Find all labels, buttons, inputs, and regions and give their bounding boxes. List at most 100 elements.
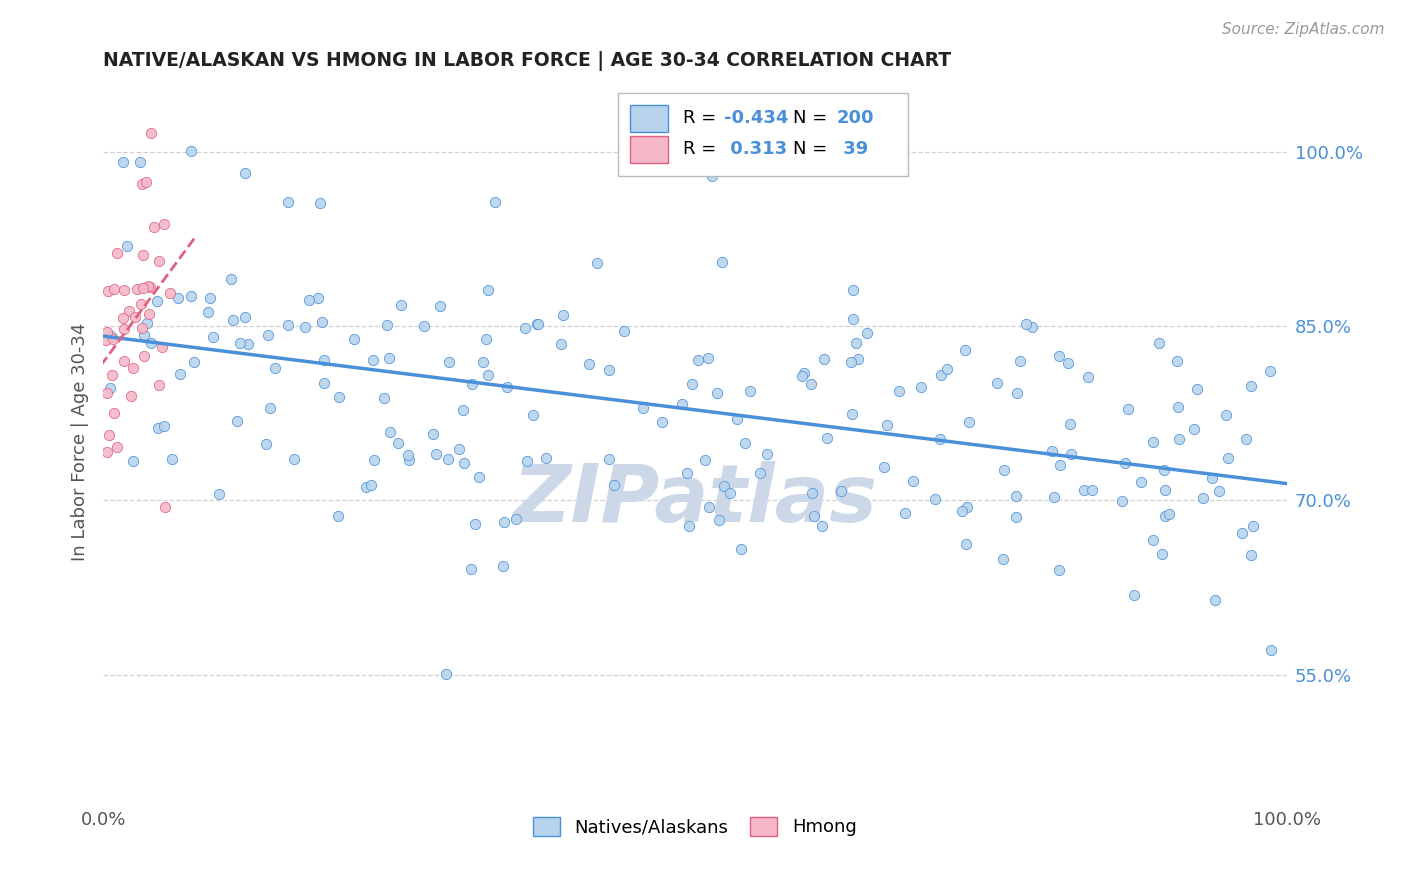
Point: [453, 457, 475, 471]
Point: [98, 381, 121, 395]
Point: [1218, 451, 1240, 466]
Point: [202, 330, 225, 344]
Point: [135, 175, 157, 189]
Point: [132, 248, 155, 262]
Point: [1239, 378, 1261, 392]
Point: [841, 283, 863, 297]
Point: [131, 321, 153, 335]
Point: [676, 466, 699, 480]
Point: [132, 281, 155, 295]
Point: [894, 506, 917, 520]
Text: NATIVE/ALASKAN VS HMONG IN LABOR FORCE | AGE 30-34 CORRELATION CHART: NATIVE/ALASKAN VS HMONG IN LABOR FORCE |…: [103, 51, 952, 70]
Point: [651, 415, 673, 429]
Point: [96, 445, 118, 459]
Point: [1168, 432, 1191, 446]
Point: [1182, 422, 1205, 436]
Point: [846, 352, 869, 367]
Point: [749, 467, 772, 481]
Point: [323, 24, 346, 38]
Point: [598, 451, 620, 466]
Point: [986, 376, 1008, 390]
Point: [950, 504, 973, 518]
Point: [138, 278, 160, 293]
Point: [1152, 548, 1174, 562]
Point: [474, 332, 496, 346]
Point: [855, 326, 877, 341]
Point: [229, 335, 252, 350]
Point: [1192, 491, 1215, 506]
Point: [697, 500, 720, 514]
Point: [103, 406, 125, 420]
Point: [309, 195, 332, 210]
Point: [700, 169, 723, 184]
Point: [598, 362, 620, 376]
Point: [283, 452, 305, 467]
Point: [294, 319, 316, 334]
Point: [120, 389, 142, 403]
Point: [145, 294, 167, 309]
Point: [526, 317, 548, 331]
Point: [263, 360, 285, 375]
Text: 39: 39: [837, 140, 868, 158]
Point: [449, 442, 471, 457]
Point: [706, 386, 728, 401]
Point: [936, 361, 959, 376]
Point: [112, 283, 135, 297]
FancyBboxPatch shape: [617, 93, 908, 176]
Point: [803, 509, 825, 524]
Text: ZIPatlas: ZIPatlas: [512, 461, 877, 539]
Text: 0.313: 0.313: [724, 140, 787, 158]
Point: [155, 500, 177, 514]
Point: [141, 335, 163, 350]
Point: [492, 559, 515, 574]
Point: [477, 368, 499, 382]
Point: [1111, 493, 1133, 508]
Point: [396, 448, 419, 462]
Point: [707, 513, 730, 527]
Point: [631, 401, 654, 416]
Point: [277, 194, 299, 209]
Point: [1260, 642, 1282, 657]
Point: [328, 509, 350, 524]
Point: [887, 384, 910, 399]
Point: [1005, 386, 1028, 401]
Point: [1234, 432, 1257, 446]
Point: [148, 253, 170, 268]
Point: [955, 536, 977, 550]
Point: [1230, 526, 1253, 541]
Point: [460, 562, 482, 576]
Point: [103, 332, 125, 346]
Point: [1258, 363, 1281, 377]
Point: [135, 317, 157, 331]
Point: [1049, 563, 1071, 577]
Point: [603, 478, 626, 492]
Text: 200: 200: [837, 110, 875, 128]
Point: [236, 336, 259, 351]
Point: [222, 313, 245, 327]
Point: [686, 353, 709, 368]
Point: [1153, 483, 1175, 498]
Point: [516, 453, 538, 467]
Point: [841, 407, 863, 421]
Point: [693, 453, 716, 467]
Point: [233, 310, 256, 325]
Point: [494, 515, 516, 529]
Point: [461, 377, 484, 392]
Point: [375, 318, 398, 332]
Point: [550, 337, 572, 351]
Point: [180, 288, 202, 302]
Point: [112, 310, 135, 325]
Point: [792, 368, 814, 383]
Point: [129, 297, 152, 311]
Point: [1240, 548, 1263, 562]
Point: [143, 219, 166, 234]
Point: [354, 479, 377, 493]
Point: [842, 311, 865, 326]
Point: [1042, 443, 1064, 458]
Point: [671, 397, 693, 411]
Point: [1047, 349, 1070, 363]
Point: [124, 310, 146, 324]
Point: [536, 451, 558, 466]
Point: [363, 453, 385, 467]
Point: [138, 280, 160, 294]
